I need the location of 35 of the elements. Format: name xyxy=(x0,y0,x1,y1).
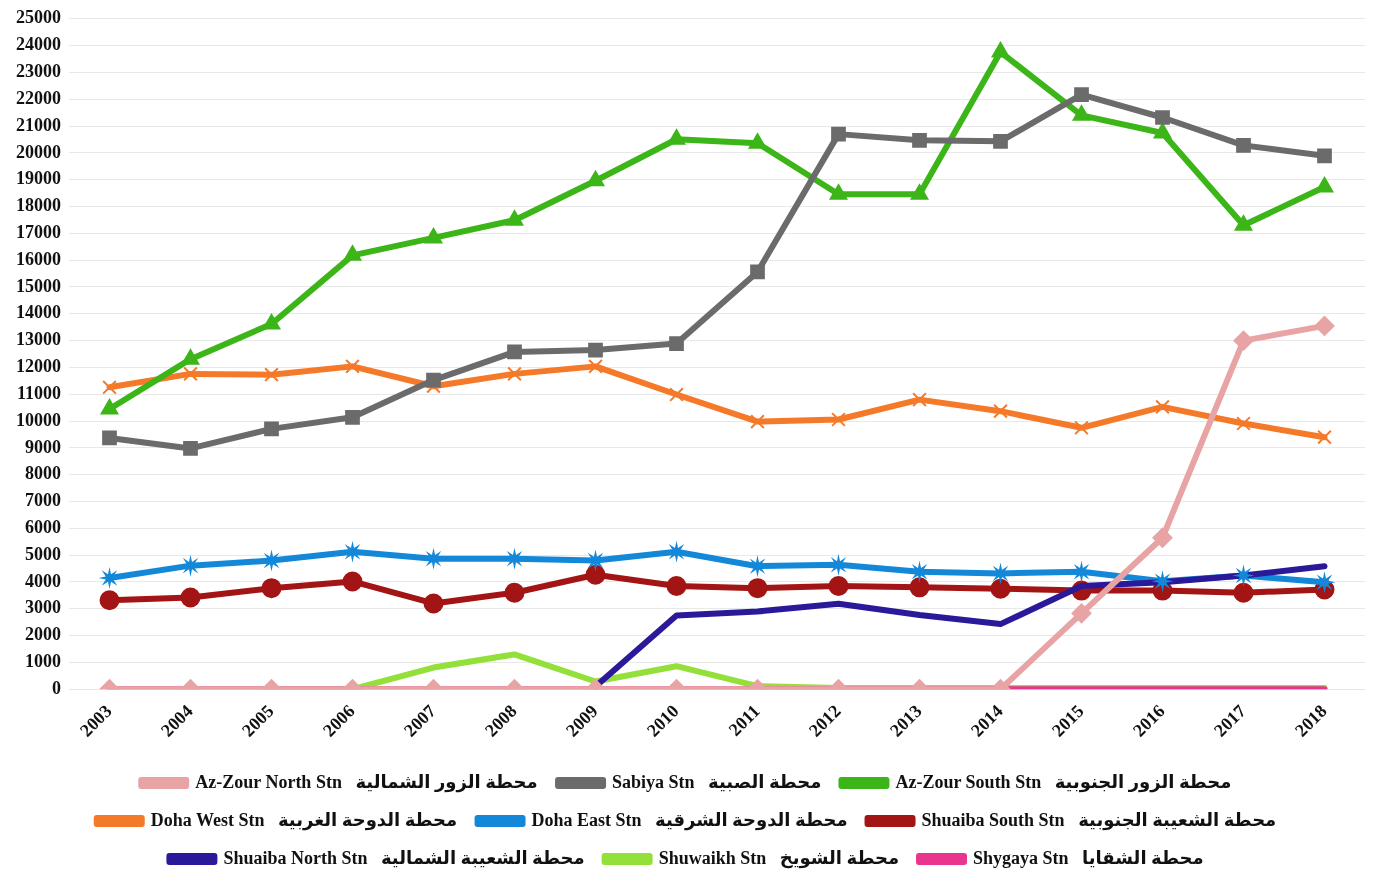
legend-label: Shygaya Stn محطة الشقايا xyxy=(973,847,1204,868)
y-tick-label: 1000 xyxy=(25,651,61,672)
legend-label: Doha West Stn محطة الدوحة الغربية xyxy=(150,809,458,831)
y-tick-label: 14000 xyxy=(16,302,61,323)
legend-label: Az-Zour South Stn محطة الزور الجنوبية xyxy=(895,771,1232,793)
y-tick-label: 25000 xyxy=(16,7,61,28)
legend-label: Shuwaikh Stn محطة الشويخ xyxy=(658,847,900,869)
y-tick-label: 0 xyxy=(52,677,61,698)
y-tick-label: 24000 xyxy=(16,34,61,55)
y-tick-label: 21000 xyxy=(16,114,61,135)
y-tick-label: 9000 xyxy=(25,436,61,457)
y-tick-label: 7000 xyxy=(25,490,61,511)
y-tick-label: 2000 xyxy=(25,624,61,645)
legend-label: Shuaiba South Stn محطة الشعيبة الجنوبية xyxy=(921,809,1277,831)
y-tick-label: 4000 xyxy=(25,570,61,591)
legend-label: Shuaiba North Stn محطة الشعيبة الشمالية xyxy=(223,847,585,868)
y-tick-label: 13000 xyxy=(16,329,61,350)
y-tick-label: 18000 xyxy=(16,195,61,216)
y-tick-label: 23000 xyxy=(16,61,61,82)
y-tick-label: 15000 xyxy=(16,275,61,296)
legend-label: Doha East Stn محطة الدوحة الشرقية xyxy=(531,809,848,831)
legend-label: Sabiya Stn محطة الصبية xyxy=(612,771,822,792)
legend-label: Az-Zour North Stn محطة الزور الشمالية xyxy=(195,771,538,793)
y-tick-label: 8000 xyxy=(25,463,61,484)
y-tick-label: 5000 xyxy=(25,543,61,564)
y-tick-label: 20000 xyxy=(16,141,61,162)
y-tick-label: 19000 xyxy=(16,168,61,189)
y-tick-label: 3000 xyxy=(25,597,61,618)
y-tick-label: 22000 xyxy=(16,87,61,108)
y-tick-label: 12000 xyxy=(16,356,61,377)
y-tick-label: 17000 xyxy=(16,222,61,243)
y-tick-label: 6000 xyxy=(25,517,61,538)
y-tick-label: 11000 xyxy=(16,382,61,403)
y-tick-label: 10000 xyxy=(16,409,61,430)
y-tick-label: 16000 xyxy=(16,248,61,269)
